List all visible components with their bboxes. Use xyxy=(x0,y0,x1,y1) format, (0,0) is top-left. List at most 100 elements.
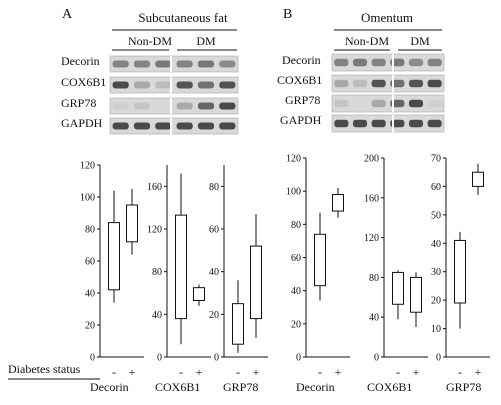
panel-b-decorin-y-tick-label: 120 xyxy=(286,154,301,165)
panel-b-cox6b1-caption: COX6B1 xyxy=(367,380,412,394)
panel-a-grp78-y-tick-label: 80 xyxy=(209,182,219,193)
panel-a-blot-band xyxy=(133,60,151,68)
panel-b-cox6b1-y-tick-label: 80 xyxy=(369,273,379,284)
panel-b-blot-band xyxy=(408,58,424,67)
panel-a-grp78-box xyxy=(232,303,244,345)
panel-a-grp78-box xyxy=(250,245,262,320)
panel-a-cox6b1-caption: COX6B1 xyxy=(155,380,200,394)
panel-b-decorin-y-tick-label: 40 xyxy=(291,286,301,297)
panel-b-row-cox6b1: COX6B1 xyxy=(277,73,322,87)
panel-a-blot-band xyxy=(197,102,215,110)
panel-b-row-decorin: Decorin xyxy=(282,53,321,67)
panel-b-blot-strip xyxy=(331,114,445,133)
panel-b-decorin-caption: Decorin xyxy=(296,380,335,394)
panel-a-cox6b1-status-tick: - xyxy=(179,365,183,379)
panel-b-cox6b1-y-tick-label: 200 xyxy=(364,154,379,165)
panel-a-decorin-y-tick-label: 120 xyxy=(80,161,95,172)
panel-a-cox6b1-y-tick-label: 0 xyxy=(157,353,162,364)
panel-b-letter: B xyxy=(283,7,292,22)
panel-a-blot-band xyxy=(112,122,129,130)
panel-a-blot-band xyxy=(176,102,193,110)
panel-b-blot-band xyxy=(352,58,368,67)
panel-a-grp78-y-tick-label: 0 xyxy=(214,353,219,364)
panel-b-cox6b1-y-tick-label: 0 xyxy=(374,353,379,364)
panel-b-grp78-chart: 0 10 20 30 40 50 60 70 - + xyxy=(431,154,490,379)
panel-a-grp78-y-tick-label: 60 xyxy=(209,225,219,236)
panel-a-grp78-y-tick-label: 40 xyxy=(209,267,219,278)
panel-a-blot-strip xyxy=(109,97,239,115)
panel-b-grp78-y-tick-label: 40 xyxy=(431,239,441,250)
panel-a-blot-band xyxy=(155,81,172,89)
panel-b-blot-band xyxy=(371,58,386,67)
panel-b-blot-band xyxy=(334,119,349,128)
panel-b-decorin-y-tick-label: 80 xyxy=(291,220,301,231)
panel-b-cox6b1-status-tick: - xyxy=(396,365,400,379)
panel-a-cox6b1-y-tick-label: 160 xyxy=(147,182,162,193)
panel-b-blot-band xyxy=(371,99,386,108)
panel-a-group-nondm: Non-DM xyxy=(128,34,172,48)
panel-a-blot-band xyxy=(219,122,236,130)
panel-a-grp78-status-tick: + xyxy=(253,365,260,379)
panel-b-blot-band xyxy=(334,58,349,67)
panel-a-decorin-box xyxy=(108,222,120,291)
panel-b-blot-strip xyxy=(331,74,445,93)
panel-a-blot-band xyxy=(133,81,151,89)
panel-a-cox6b1-box xyxy=(193,287,205,301)
panel-a-grp78-caption: GRP78 xyxy=(223,380,258,394)
panel-b-grp78-box xyxy=(454,239,466,304)
panel-b-decorin-y-tick-label: 20 xyxy=(291,319,301,330)
panel-a-blot-band xyxy=(112,102,129,110)
panel-a-tissue: Subcutaneous fat xyxy=(138,10,228,25)
panel-a-group-dm: DM xyxy=(196,34,216,48)
panel-b-decorin-y-tick-label: 100 xyxy=(286,187,301,198)
panel-a-western-blot xyxy=(109,55,239,135)
panel-b-decorin-status-tick: - xyxy=(318,365,322,379)
panel-b-grp78-y-tick-label: 50 xyxy=(431,210,441,221)
panel-b-grp78-y-tick-label: 10 xyxy=(431,324,441,335)
panel-b-blot-band xyxy=(427,79,442,88)
panel-a-cox6b1-y-tick-label: 80 xyxy=(152,267,162,278)
panel-b-blot-band xyxy=(408,119,424,128)
panel-b-cox6b1-box xyxy=(410,276,422,313)
panel-b-blot-band xyxy=(371,79,386,88)
panel-b-blot-band xyxy=(352,99,368,108)
panel-a-decorin-caption: Decorin xyxy=(90,380,129,394)
panel-a-cox6b1-box xyxy=(175,214,187,320)
panel-a-decorin-y-tick-label: 40 xyxy=(85,289,95,300)
panel-b-group-nondm: Non-DM xyxy=(345,34,389,48)
panel-a-row-gapdh: GAPDH xyxy=(61,116,103,130)
panel-a-grp78-chart: 0 20 40 60 80 - + xyxy=(209,165,268,379)
panel-b-group-dm: DM xyxy=(410,34,430,48)
panel-a-blot-band xyxy=(219,102,236,110)
panel-a-decorin-status-tick: - xyxy=(112,365,116,379)
panel-a-blot-band xyxy=(133,122,151,130)
panel-b-tissue: Omentum xyxy=(361,10,413,25)
panel-b-blot-band xyxy=(334,99,349,108)
panel-a-blot-band xyxy=(176,81,193,89)
panel-a-cox6b1-chart: 0 40 80 120 160 - + xyxy=(147,165,211,379)
panel-a-row-grp78: GRP78 xyxy=(61,96,96,110)
panel-b-blot-band xyxy=(334,79,349,88)
panel-b-grp78-y-tick-label: 0 xyxy=(436,353,441,364)
panel-a-blot-band xyxy=(176,122,193,130)
panel-b-western-blot xyxy=(331,53,445,133)
panel-b-decorin-y-tick-label: 0 xyxy=(296,353,301,364)
panel-b-cox6b1-y-tick-label: 120 xyxy=(364,233,379,244)
panel-b-blot-band xyxy=(352,119,368,128)
panel-a-blot-band xyxy=(155,102,172,110)
panel-a-decorin-chart: 0 20 40 60 80 100 120 - + xyxy=(80,161,144,379)
panel-b-cox6b1-chart: 0 40 80 120 160 200 - + xyxy=(364,154,428,379)
panel-b-blot-band xyxy=(371,119,386,128)
panel-b-grp78-y-tick-label: 70 xyxy=(431,154,441,165)
panel-a-blot-strip xyxy=(109,55,239,73)
panel-a-blot-band xyxy=(112,81,129,89)
panel-a-decorin-y-tick-label: 0 xyxy=(90,353,95,364)
panel-a-blot-strip xyxy=(109,117,239,135)
panel-a-blot-band xyxy=(197,81,215,89)
panel-a-blot-band xyxy=(197,60,215,68)
panel-b-cox6b1-y-tick-label: 160 xyxy=(364,193,379,204)
panel-b-blot-band xyxy=(427,119,442,128)
panel-b-grp78-box xyxy=(472,171,484,187)
panel-b-cox6b1-box xyxy=(392,271,404,305)
